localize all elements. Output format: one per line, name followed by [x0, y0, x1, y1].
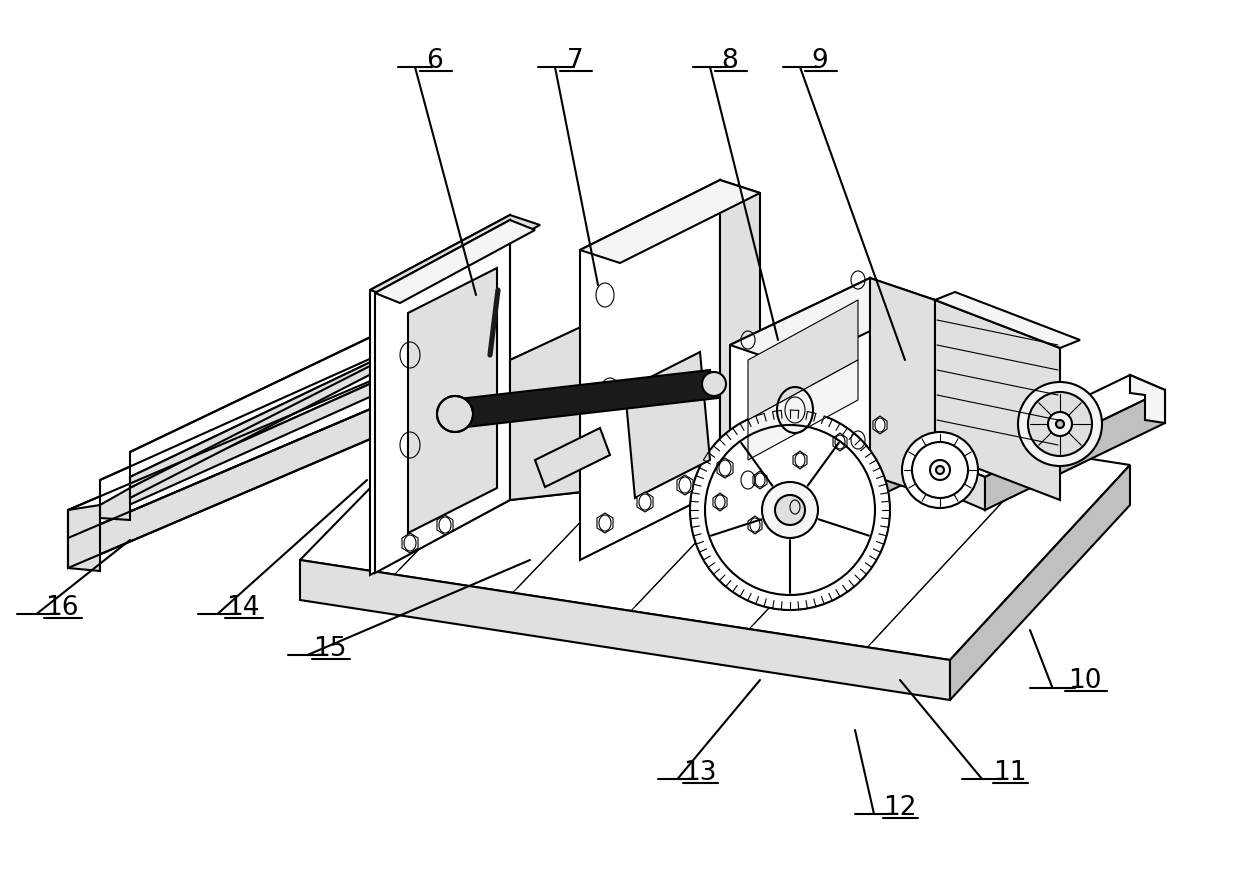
Polygon shape — [374, 220, 510, 573]
Circle shape — [936, 466, 944, 474]
Polygon shape — [870, 278, 935, 497]
Text: 10: 10 — [1068, 668, 1102, 694]
Polygon shape — [596, 513, 613, 533]
Text: 8: 8 — [722, 48, 738, 74]
Polygon shape — [402, 533, 418, 553]
Circle shape — [689, 410, 890, 610]
Polygon shape — [985, 390, 1166, 510]
Polygon shape — [873, 416, 887, 434]
Polygon shape — [753, 471, 768, 489]
Polygon shape — [130, 305, 490, 498]
Circle shape — [1018, 382, 1102, 466]
Polygon shape — [580, 180, 760, 263]
Polygon shape — [370, 215, 539, 300]
Circle shape — [763, 482, 818, 538]
Polygon shape — [300, 560, 950, 700]
Circle shape — [1028, 392, 1092, 456]
Text: 14: 14 — [226, 595, 259, 621]
Polygon shape — [68, 358, 490, 568]
Polygon shape — [68, 330, 490, 538]
Polygon shape — [625, 352, 711, 498]
Polygon shape — [770, 410, 990, 548]
Polygon shape — [748, 360, 858, 460]
Polygon shape — [510, 320, 600, 500]
Polygon shape — [1130, 375, 1166, 423]
Polygon shape — [370, 215, 510, 575]
Polygon shape — [677, 475, 693, 495]
Polygon shape — [833, 433, 847, 451]
Polygon shape — [405, 263, 500, 532]
Polygon shape — [787, 498, 802, 516]
Polygon shape — [100, 488, 130, 520]
Polygon shape — [730, 278, 935, 367]
Text: 13: 13 — [683, 760, 717, 786]
Polygon shape — [374, 220, 534, 303]
Text: 6: 6 — [427, 48, 444, 74]
Polygon shape — [701, 490, 770, 548]
Polygon shape — [730, 278, 870, 542]
Polygon shape — [935, 300, 1060, 500]
Polygon shape — [408, 268, 497, 533]
Polygon shape — [637, 492, 653, 512]
Polygon shape — [935, 292, 1080, 348]
Circle shape — [930, 460, 950, 480]
Polygon shape — [100, 305, 490, 505]
Polygon shape — [300, 365, 1130, 660]
Text: 9: 9 — [812, 48, 828, 74]
Polygon shape — [450, 370, 718, 428]
Circle shape — [436, 396, 472, 432]
Polygon shape — [748, 516, 763, 534]
Polygon shape — [950, 375, 1166, 477]
Text: 16: 16 — [45, 595, 79, 621]
Polygon shape — [950, 465, 1130, 700]
Text: 11: 11 — [993, 760, 1027, 786]
Text: 12: 12 — [883, 795, 916, 821]
Circle shape — [901, 432, 978, 508]
Polygon shape — [720, 180, 760, 500]
Circle shape — [1048, 412, 1073, 436]
Polygon shape — [580, 180, 720, 560]
Polygon shape — [534, 428, 610, 487]
Circle shape — [702, 372, 725, 396]
Polygon shape — [717, 458, 733, 478]
Circle shape — [1056, 420, 1064, 428]
Polygon shape — [100, 330, 490, 518]
Polygon shape — [713, 493, 727, 511]
Polygon shape — [794, 451, 807, 469]
Polygon shape — [748, 300, 858, 420]
Polygon shape — [701, 385, 990, 515]
Polygon shape — [510, 318, 600, 500]
Polygon shape — [436, 515, 453, 535]
Polygon shape — [950, 462, 985, 510]
Polygon shape — [130, 305, 490, 488]
Polygon shape — [130, 280, 490, 477]
Polygon shape — [68, 505, 100, 571]
Text: 15: 15 — [314, 636, 347, 662]
Circle shape — [775, 495, 805, 525]
Text: 7: 7 — [567, 48, 583, 74]
